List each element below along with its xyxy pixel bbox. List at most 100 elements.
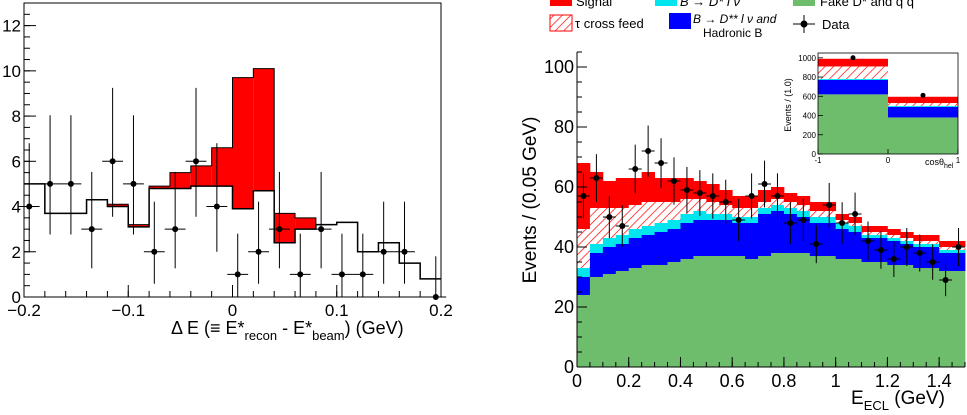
background-line xyxy=(24,183,441,280)
data-point xyxy=(580,193,587,199)
hatched-bar xyxy=(926,241,940,244)
inset-green-bar xyxy=(818,94,888,154)
hatched-bar xyxy=(667,202,681,220)
hatched-bar xyxy=(939,247,953,250)
cyan-bar xyxy=(577,268,591,277)
data-point xyxy=(813,241,820,247)
data-point xyxy=(151,248,158,255)
green-bar xyxy=(667,262,681,367)
blue-bar xyxy=(615,244,630,271)
green-bar xyxy=(680,259,694,367)
inset-y-tick-label: 200 xyxy=(803,131,817,140)
data-point xyxy=(903,244,910,250)
x-tick-label: 0 xyxy=(228,301,237,320)
inset-red-bar xyxy=(818,58,888,67)
green-bar xyxy=(822,256,837,367)
data-point xyxy=(318,226,325,233)
y-tick-label: 60 xyxy=(554,177,574,197)
green-bar xyxy=(732,256,746,367)
data-point xyxy=(645,148,652,154)
data-point xyxy=(929,259,936,265)
inset-data-points xyxy=(850,55,926,98)
signal-bar xyxy=(253,68,275,191)
blue-bar xyxy=(771,211,785,253)
x-tick-label: 0.2 xyxy=(616,371,641,391)
y-tick-label: 0 xyxy=(12,288,21,307)
green-bar xyxy=(809,256,824,367)
blue-bar xyxy=(758,214,772,256)
y-tick-label: 0 xyxy=(564,357,574,377)
cyan-bar xyxy=(667,220,681,229)
y-tick-label: 100 xyxy=(544,57,574,77)
inset-blue-bar xyxy=(818,79,888,95)
cyan-bar xyxy=(680,214,694,223)
cyan-bar xyxy=(758,208,772,214)
red-bar xyxy=(641,172,655,202)
data-point xyxy=(47,180,54,187)
data-point xyxy=(852,211,859,217)
blue-bar xyxy=(680,223,694,259)
inset-x-tick-label: 1 xyxy=(956,156,961,165)
green-bar xyxy=(913,268,927,367)
green-bar xyxy=(615,271,630,367)
data-point xyxy=(916,250,923,256)
cyan-bar xyxy=(654,223,668,232)
y-tick-label: 2 xyxy=(12,243,21,262)
data-point xyxy=(865,238,871,244)
blue-bar xyxy=(745,223,759,259)
cyan-bar xyxy=(887,238,901,241)
data-point xyxy=(955,244,962,250)
y-tick-label: 40 xyxy=(554,237,574,257)
blue-bar xyxy=(835,229,849,259)
data-point xyxy=(709,193,716,199)
inset-green-bar xyxy=(888,117,958,154)
data-point xyxy=(748,193,755,199)
legend-label-fake: Fake D* and q q xyxy=(820,0,914,9)
green-bar xyxy=(939,271,953,367)
data-point xyxy=(839,220,846,226)
legend-swatch-dstarstar xyxy=(669,13,691,29)
inset-data-point xyxy=(920,92,926,98)
green-bar xyxy=(835,259,849,367)
signal-bar xyxy=(190,165,212,187)
x-tick-label: 0.6 xyxy=(720,371,745,391)
data-point xyxy=(761,181,768,187)
cyan-bar xyxy=(939,250,953,253)
blue-bar xyxy=(667,229,681,262)
inset-x-axis-label: cosθhel xyxy=(925,157,954,170)
red-bar xyxy=(926,235,940,241)
green-bar xyxy=(654,265,668,367)
data-point xyxy=(297,271,304,278)
hatched-bar xyxy=(654,202,668,223)
y-tick-label: 12 xyxy=(2,17,21,36)
inset-y-tick-label: 400 xyxy=(803,112,817,121)
legend-label-tau: τ cross feed xyxy=(575,16,644,31)
blue-bar xyxy=(693,220,707,256)
data-point xyxy=(774,193,781,199)
legend-label-hadronic: Hadronic B xyxy=(703,26,762,40)
data-point xyxy=(890,256,897,262)
blue-bar xyxy=(602,247,617,274)
data-point xyxy=(787,220,794,226)
signal-bar xyxy=(295,217,316,230)
data-point xyxy=(338,271,345,278)
cyan-bar xyxy=(602,238,617,247)
green-bar xyxy=(589,277,604,367)
y-tick-label: 20 xyxy=(554,297,574,317)
legend: Signal B → D* l ν Fake D* and q q τ cros… xyxy=(549,0,914,40)
inset-y-axis-label: Events / (1.0) xyxy=(783,78,793,132)
cyan-bar xyxy=(809,217,824,223)
green-bar xyxy=(861,262,875,367)
data-point xyxy=(683,187,690,193)
inset-blue-bar xyxy=(888,106,958,118)
green-bar xyxy=(758,256,772,367)
green-bar xyxy=(602,274,617,367)
data-point xyxy=(67,180,74,187)
delta-e-chart: −0.2 −0.1 0 0.1 0.2 0 2 4 6 8 10 12 Δ E (≡ E*recon … xyxy=(2,2,453,343)
data-point xyxy=(130,180,137,187)
red-bar xyxy=(939,241,953,247)
cyan-bar xyxy=(641,226,655,235)
red-bar xyxy=(874,226,888,232)
